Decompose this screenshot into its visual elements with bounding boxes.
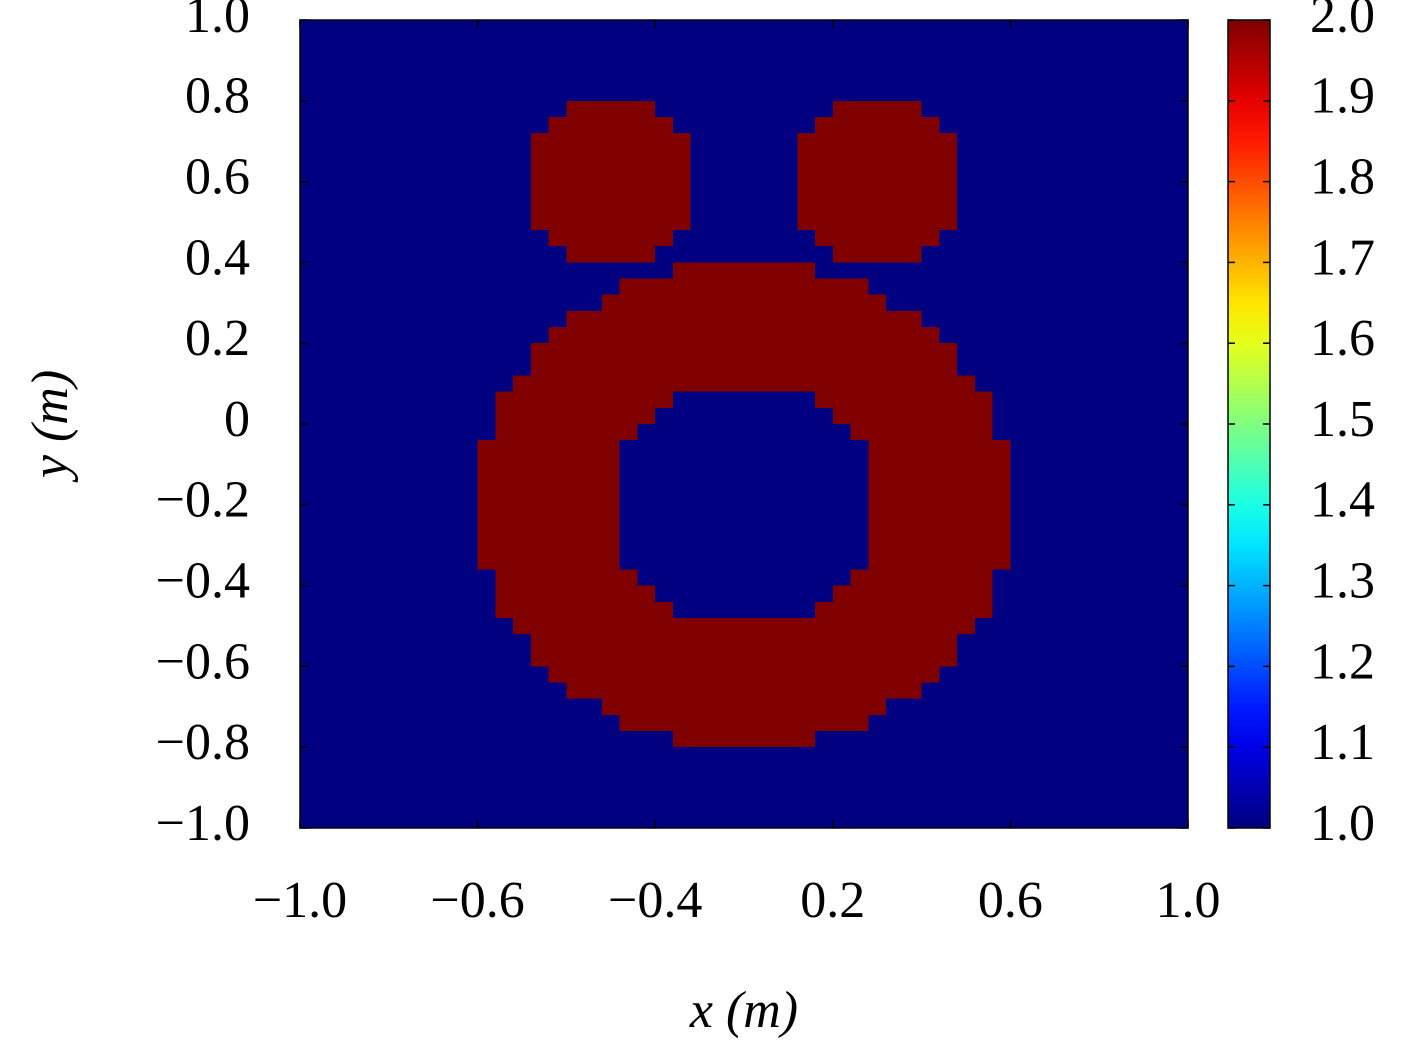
y-tick-label: 0: [224, 391, 250, 448]
colorbar-tick-label: 1.8: [1310, 149, 1375, 206]
y-tick-label: −0.4: [156, 553, 250, 610]
colorbar-tick-label: 1.5: [1310, 391, 1375, 448]
colorbar-tick-label: 1.4: [1310, 472, 1375, 529]
x-tick-label: 0.6: [978, 872, 1043, 929]
colorbar-tick-label: 1.1: [1310, 714, 1375, 771]
y-tick-label: −0.6: [156, 633, 250, 690]
colorbar-tick-label: 1.9: [1310, 68, 1375, 125]
x-tick-label: 1.0: [1156, 872, 1221, 929]
colorbar-tick-label: 1.3: [1310, 553, 1375, 610]
x-tick-label: 0.2: [800, 872, 865, 929]
colorbar-tick-label: 1.0: [1310, 795, 1375, 852]
x-tick-label: −0.4: [608, 872, 702, 929]
y-tick-label: 0.8: [185, 68, 250, 125]
y-tick-label: −0.8: [156, 714, 250, 771]
x-tick-label: −0.6: [430, 872, 524, 929]
x-tick-label: −1.0: [253, 872, 347, 929]
y-tick-label: −1.0: [156, 795, 250, 852]
x-axis-label: x (m): [689, 982, 798, 1039]
colorbar-tick-label: 1.6: [1310, 310, 1375, 367]
heatmap-region: [530, 100, 691, 263]
colorbar-tick-label: 1.7: [1310, 229, 1375, 286]
y-tick-label: 1.0: [185, 0, 250, 44]
y-tick-label: 0.6: [185, 149, 250, 206]
colorbar-tick-label: 2.0: [1310, 0, 1375, 44]
heatmap-region: [797, 100, 958, 263]
y-axis-label: y (m): [22, 370, 79, 483]
y-tick-label: 0.2: [185, 310, 250, 367]
heatmap-region: [477, 262, 1011, 748]
y-tick-label: 0.4: [185, 229, 250, 286]
y-tick-label: −0.2: [156, 472, 250, 529]
colorbar-tick-label: 1.2: [1310, 633, 1375, 690]
